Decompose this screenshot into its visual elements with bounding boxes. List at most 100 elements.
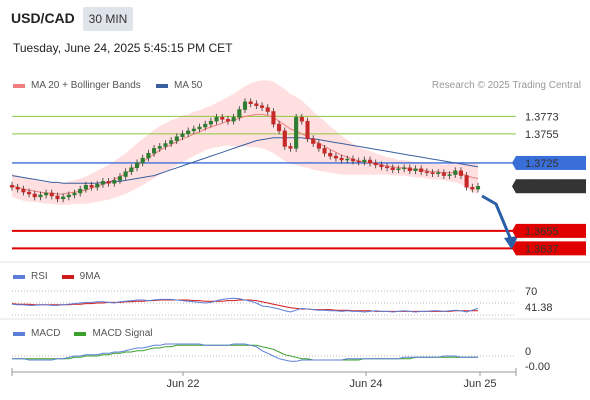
candle	[316, 140, 321, 152]
candle	[453, 167, 458, 178]
candle	[402, 164, 407, 173]
legend-macd-signal-swatch	[74, 331, 87, 336]
candle	[299, 113, 304, 125]
candle	[424, 168, 429, 177]
macd-value-label: -0.00	[525, 361, 550, 373]
support-label-1-box	[516, 223, 586, 238]
candle-body	[140, 157, 145, 164]
candle-body	[362, 159, 367, 163]
support-label-2-pointer	[512, 241, 516, 256]
candle-body	[345, 158, 350, 161]
chart-datetime: Tuesday, June 24, 2025 5:45:15 PM CET	[13, 41, 233, 55]
candle-body	[316, 143, 321, 149]
candle	[21, 185, 26, 196]
candle	[180, 130, 185, 141]
candle-body	[44, 192, 49, 196]
candle	[259, 102, 265, 112]
candle	[419, 165, 424, 176]
current-price-label: 1.3701	[525, 181, 559, 193]
candle-body	[191, 128, 196, 132]
candle-body	[49, 192, 54, 197]
candle	[100, 177, 105, 188]
candle-body	[231, 117, 236, 122]
candle-body	[112, 180, 117, 184]
candle	[311, 135, 316, 147]
macd-zero-label: 0	[525, 346, 531, 358]
resistance-label-1: 1.3773	[525, 111, 559, 123]
candle	[254, 100, 259, 110]
candle	[208, 117, 213, 128]
candle	[197, 123, 202, 133]
candle-body	[339, 157, 344, 161]
candle-body	[430, 172, 435, 174]
candle	[367, 156, 373, 167]
candle-body	[117, 176, 123, 181]
candle	[322, 144, 327, 157]
interval-badge[interactable]: 30 MIN	[83, 7, 133, 31]
legend-macd-swatch	[13, 331, 25, 336]
candle-body	[248, 101, 253, 104]
candle	[413, 165, 418, 175]
candle	[396, 165, 401, 174]
candle	[333, 152, 338, 162]
candle	[163, 140, 168, 150]
candle	[379, 161, 384, 171]
candle	[470, 183, 475, 193]
candle-body	[72, 192, 77, 196]
rsi-level-label: 70	[525, 286, 537, 298]
candle-body	[294, 117, 299, 149]
candle-body	[356, 160, 361, 163]
candle	[345, 155, 350, 164]
candle	[66, 191, 71, 201]
candle-body	[254, 103, 259, 106]
candle-body	[134, 162, 140, 169]
rsi-line	[11, 297, 479, 313]
candle-body	[305, 120, 310, 139]
candle-body	[277, 123, 282, 132]
symbol-title: USD/CAD	[11, 10, 75, 26]
candle	[373, 159, 378, 169]
x-tick-label: Jun 22	[166, 378, 199, 390]
x-tick-label: Jun 24	[349, 378, 382, 390]
candlesticks	[9, 98, 481, 203]
candle-body	[186, 130, 191, 135]
candle-body	[38, 194, 43, 198]
candle-body	[475, 185, 481, 190]
candle-body	[413, 168, 418, 171]
rsi-value-label: 41.38	[525, 302, 553, 314]
candle	[277, 120, 282, 135]
support-label-2: 1.3637	[525, 243, 559, 255]
candle-body	[379, 164, 384, 168]
candle-body	[367, 159, 373, 164]
candle	[9, 181, 15, 191]
level-labels: 1.3773 1.3755 1.3725 1.3701 1.3655 1.3637	[512, 111, 586, 256]
support-label-1-pointer	[512, 223, 516, 238]
copyright-text: Research © 2025 Trading Central	[431, 80, 581, 91]
macd-panel: 0 -0.00	[12, 343, 550, 373]
candle-body	[106, 181, 111, 184]
candle	[38, 191, 43, 201]
candle	[356, 157, 361, 166]
moving-averages	[11, 113, 479, 195]
candle	[129, 164, 134, 176]
candle	[112, 177, 117, 187]
candle-body	[9, 185, 15, 188]
legend-rsi: RSI 9MA	[13, 271, 100, 282]
support-label-2-box	[516, 241, 586, 256]
candle-body	[100, 181, 105, 185]
candle-body	[157, 146, 162, 149]
candle-body	[390, 167, 395, 170]
candle	[294, 113, 299, 152]
candle	[203, 120, 208, 131]
forecast-arrow-head	[504, 236, 518, 250]
candle-body	[419, 168, 424, 172]
candle	[231, 113, 236, 125]
candle-body	[15, 186, 20, 190]
legend-rsi-swatch	[13, 274, 25, 279]
candle	[464, 172, 469, 191]
candle	[265, 104, 270, 115]
candle-body	[299, 117, 304, 122]
candle	[362, 156, 367, 166]
candle	[282, 127, 287, 150]
candle	[436, 169, 441, 178]
